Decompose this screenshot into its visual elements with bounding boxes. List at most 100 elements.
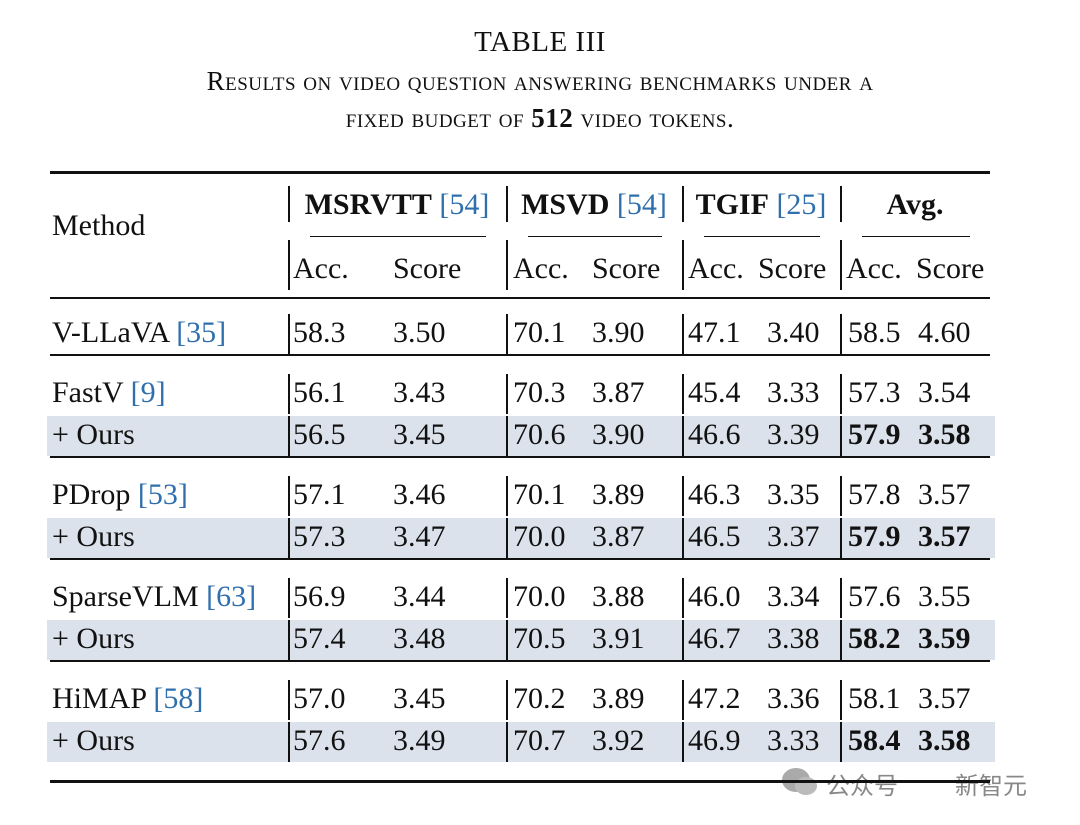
column-divider xyxy=(506,416,508,456)
column-divider xyxy=(288,186,290,222)
value-cell: 3.37 xyxy=(767,520,820,553)
value-cell: 56.5 xyxy=(293,418,346,451)
value-cell: 70.1 xyxy=(513,478,566,511)
value-cell: 3.58 xyxy=(918,418,971,451)
subcolumn-header: Acc. xyxy=(688,252,744,285)
caption-line: Results on video question answering benc… xyxy=(206,66,874,96)
column-divider xyxy=(682,314,684,354)
value-cell: 3.36 xyxy=(767,682,820,715)
value-cell: 57.9 xyxy=(848,520,901,553)
method-name: + Ours xyxy=(52,622,135,655)
column-divider xyxy=(506,476,508,516)
rule xyxy=(50,456,990,458)
method-name: V-LLaVA xyxy=(52,316,169,349)
method-name: + Ours xyxy=(52,418,135,451)
value-cell: 3.45 xyxy=(393,418,446,451)
value-cell: 70.3 xyxy=(513,376,566,409)
value-cell: 3.87 xyxy=(592,520,645,553)
group-header: TGIF [25] xyxy=(682,187,840,223)
value-cell: 58.2 xyxy=(848,622,901,655)
method-cell: V-LLaVA [35] xyxy=(52,315,226,351)
column-divider xyxy=(840,314,842,354)
rule xyxy=(862,236,970,238)
method-name: HiMAP xyxy=(52,682,146,715)
subcolumn-header: Acc. xyxy=(513,252,569,285)
value-cell: 3.57 xyxy=(918,520,971,553)
column-divider xyxy=(288,314,290,354)
subcolumn-header: Score xyxy=(758,252,827,285)
column-divider xyxy=(682,374,684,414)
column-divider xyxy=(506,240,508,290)
column-divider xyxy=(682,518,684,558)
value-cell: 3.59 xyxy=(918,622,971,655)
row-highlight xyxy=(47,518,995,558)
column-divider xyxy=(840,186,842,222)
column-divider xyxy=(506,314,508,354)
value-cell: 3.87 xyxy=(592,376,645,409)
value-cell: 58.1 xyxy=(848,682,901,715)
value-cell: 46.3 xyxy=(688,478,741,511)
rule xyxy=(528,236,662,238)
value-cell: 3.54 xyxy=(918,376,971,409)
column-divider xyxy=(506,374,508,414)
value-cell: 47.2 xyxy=(688,682,741,715)
column-divider xyxy=(288,240,290,290)
value-cell: 3.35 xyxy=(767,478,820,511)
subcolumn-header: Score xyxy=(592,252,661,285)
value-cell: 57.6 xyxy=(848,580,901,613)
value-cell: 45.4 xyxy=(688,376,741,409)
value-cell: 3.58 xyxy=(918,724,971,757)
group-header: MSRVTT [54] xyxy=(288,187,506,223)
value-cell: 57.0 xyxy=(293,682,346,715)
column-divider xyxy=(840,416,842,456)
rule xyxy=(50,660,990,662)
value-cell: 57.4 xyxy=(293,622,346,655)
row-highlight xyxy=(47,620,995,660)
column-divider xyxy=(288,374,290,414)
value-cell: 3.90 xyxy=(592,316,645,349)
column-divider xyxy=(506,680,508,720)
value-cell: 3.38 xyxy=(767,622,820,655)
value-cell: 3.46 xyxy=(393,478,446,511)
watermark: 公众号 xyxy=(826,772,898,800)
citation: [25] xyxy=(776,188,827,221)
subcolumn-header: Acc. xyxy=(293,252,349,285)
column-divider xyxy=(288,416,290,456)
column-header: Method xyxy=(52,209,146,242)
value-cell: 58.3 xyxy=(293,316,346,349)
method-cell: + Ours xyxy=(52,417,135,453)
column-divider xyxy=(288,518,290,558)
method-cell: + Ours xyxy=(52,621,135,657)
value-cell: 70.5 xyxy=(513,622,566,655)
column-divider xyxy=(288,680,290,720)
citation: [53] xyxy=(137,478,188,511)
rule xyxy=(50,558,990,560)
column-divider xyxy=(840,476,842,516)
value-cell: 3.55 xyxy=(918,580,971,613)
group-name: Avg. xyxy=(886,188,944,221)
column-divider xyxy=(506,578,508,618)
value-cell: 70.6 xyxy=(513,418,566,451)
column-divider xyxy=(682,240,684,290)
value-cell: 57.3 xyxy=(848,376,901,409)
caption-text: video tokens. xyxy=(580,103,735,133)
citation: [35] xyxy=(176,316,227,349)
column-divider xyxy=(506,518,508,558)
value-cell: 57.8 xyxy=(848,478,901,511)
value-cell: 57.9 xyxy=(848,418,901,451)
column-divider xyxy=(506,186,508,222)
column-divider xyxy=(288,578,290,618)
value-cell: 46.9 xyxy=(688,724,741,757)
rule xyxy=(50,354,990,356)
value-cell: 3.39 xyxy=(767,418,820,451)
value-cell: 3.89 xyxy=(592,682,645,715)
value-cell: 70.7 xyxy=(513,724,566,757)
method-name: + Ours xyxy=(52,724,135,757)
column-divider xyxy=(840,578,842,618)
value-cell: 57.3 xyxy=(293,520,346,553)
group-name: TGIF xyxy=(695,188,769,221)
method-name: PDrop xyxy=(52,478,131,511)
group-name: MSRVTT xyxy=(304,188,432,221)
method-cell: FastV [9] xyxy=(52,375,166,411)
rule xyxy=(50,297,990,299)
